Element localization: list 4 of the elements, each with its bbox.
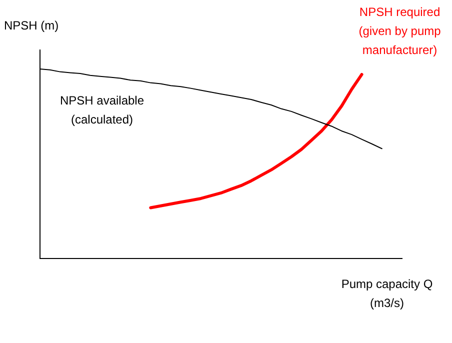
series-label: NPSH required (given by pump manufacturer) [358, 4, 442, 57]
series-label: NPSH available (calculated) [60, 93, 144, 126]
y-axis-title: NPSH (m) [4, 18, 59, 32]
x-axis-title: Pump capacity Q (m3/s) [341, 276, 433, 310]
